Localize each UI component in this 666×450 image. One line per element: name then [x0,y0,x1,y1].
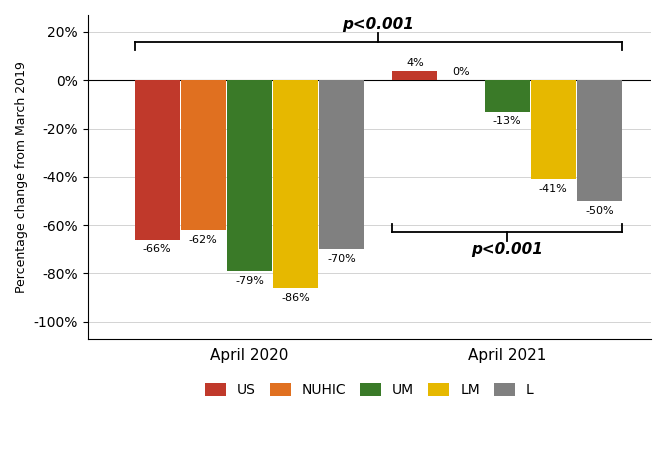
Bar [392,71,438,80]
Text: p<0.001: p<0.001 [342,17,414,32]
Text: -79%: -79% [235,276,264,286]
Text: -86%: -86% [281,293,310,303]
Text: -41%: -41% [539,184,567,194]
Legend: US, NUHIC, UM, LM, L: US, NUHIC, UM, LM, L [200,378,539,403]
Text: -13%: -13% [493,117,521,126]
Text: 0%: 0% [452,68,470,77]
Bar [227,80,272,271]
Y-axis label: Percentage change from March 2019: Percentage change from March 2019 [15,61,28,293]
Bar [531,80,576,179]
Bar [319,80,364,249]
Text: p<0.001: p<0.001 [472,242,543,257]
Bar [273,80,318,288]
Bar [485,80,529,112]
Text: -70%: -70% [328,254,356,264]
Text: -50%: -50% [585,206,614,216]
Text: -66%: -66% [143,244,171,255]
Bar [577,80,622,201]
Bar [181,80,226,230]
Text: 4%: 4% [406,58,424,68]
Text: -62%: -62% [189,235,218,245]
Bar [135,80,180,240]
